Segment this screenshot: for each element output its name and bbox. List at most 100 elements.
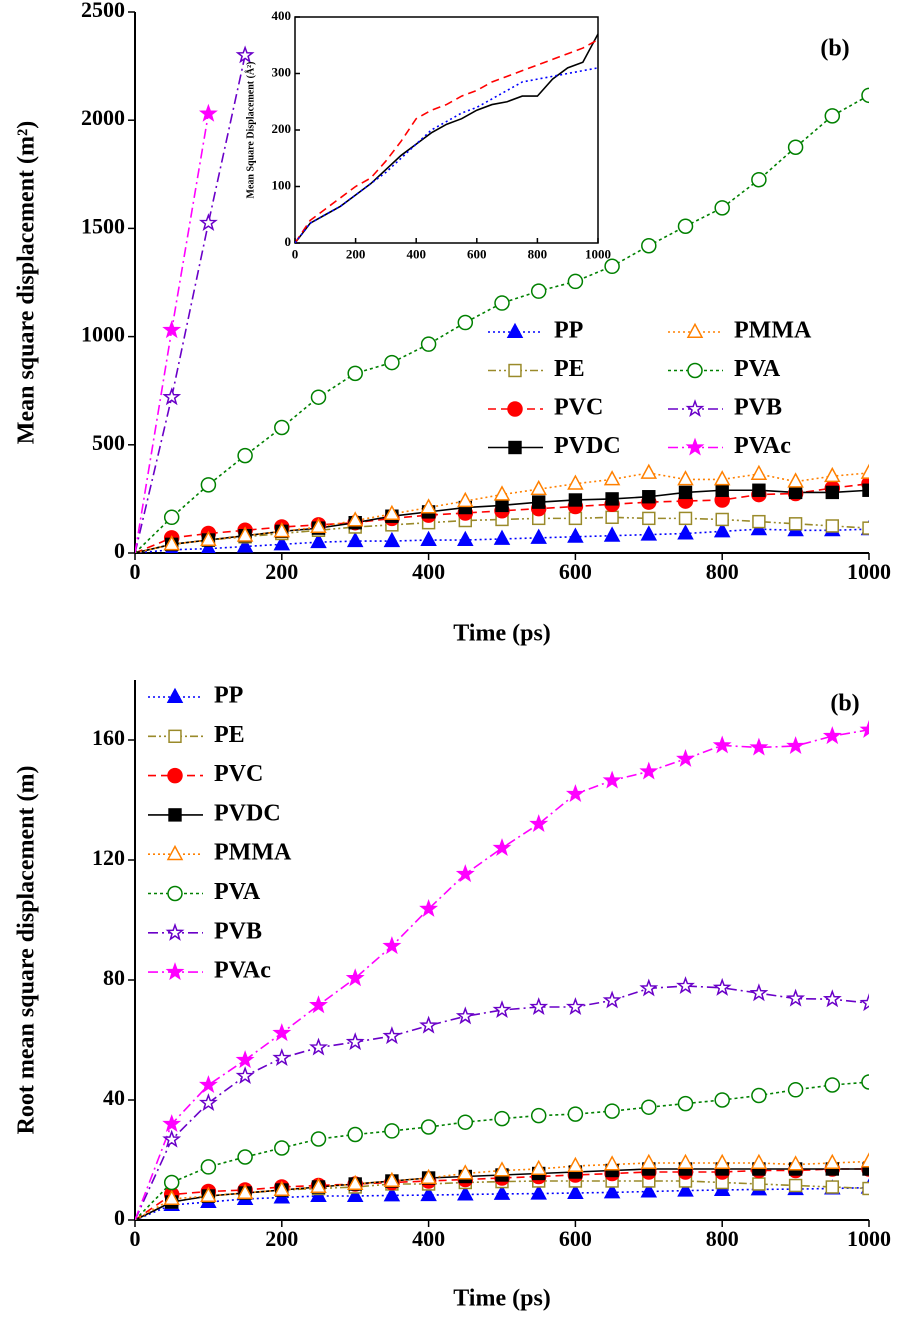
x-tick-label: 400 [412, 559, 445, 584]
marker [162, 1114, 182, 1133]
marker [168, 808, 182, 822]
marker [492, 838, 512, 857]
marker [603, 1183, 621, 1199]
series-line [295, 67, 598, 243]
marker [236, 537, 254, 553]
marker [347, 1126, 363, 1143]
legend-label: PVC [554, 395, 603, 421]
marker [457, 530, 474, 547]
marker [787, 1155, 804, 1171]
marker [494, 1110, 510, 1127]
marker [419, 898, 439, 917]
marker [602, 990, 622, 1009]
marker [604, 258, 620, 275]
legend-label: PVA [214, 879, 261, 905]
marker [530, 1107, 547, 1124]
marker [506, 322, 524, 338]
marker [168, 729, 182, 743]
marker [639, 978, 659, 997]
marker [712, 735, 732, 754]
marker [859, 993, 869, 1012]
marker [384, 1123, 400, 1139]
marker [383, 1186, 401, 1202]
marker [640, 1182, 658, 1198]
marker [786, 736, 806, 755]
marker [235, 45, 255, 64]
marker [310, 1131, 327, 1147]
marker [641, 237, 657, 254]
marker [862, 521, 869, 535]
marker [346, 1174, 364, 1190]
marker [603, 1155, 621, 1171]
marker [165, 922, 185, 941]
marker [309, 1037, 328, 1056]
marker [347, 365, 363, 382]
marker [200, 477, 217, 493]
y-tick-label: 0 [114, 1205, 125, 1230]
marker [236, 1183, 254, 1199]
x-tick-label: 400 [412, 1226, 445, 1251]
marker [568, 493, 583, 507]
marker [714, 200, 730, 216]
marker [860, 463, 869, 479]
legend-label: PMMA [214, 840, 292, 866]
x-tick-label: 200 [346, 246, 366, 261]
legend-label: PVAc [734, 433, 791, 459]
marker [492, 1000, 512, 1019]
y-tick-label: 500 [92, 430, 125, 455]
marker [825, 1180, 839, 1194]
marker [713, 522, 731, 538]
marker [273, 1180, 291, 1196]
marker [457, 1185, 474, 1201]
y-tick-label: 200 [272, 121, 292, 136]
legend-label: PVAc [214, 958, 271, 984]
marker [825, 519, 839, 533]
marker [642, 490, 656, 504]
marker [530, 1184, 547, 1200]
marker [565, 784, 585, 803]
marker [788, 1178, 803, 1193]
marker [677, 470, 694, 486]
marker [787, 139, 804, 155]
marker [678, 485, 693, 500]
marker [824, 466, 841, 483]
marker [567, 474, 584, 490]
x-tick-label: 200 [265, 559, 298, 584]
marker [383, 531, 401, 548]
marker [272, 1023, 292, 1042]
marker [163, 1189, 180, 1205]
marker [752, 514, 766, 529]
x-axis-label: Time (ps) [453, 621, 551, 647]
marker [237, 1149, 253, 1165]
marker [639, 761, 659, 780]
marker [198, 103, 218, 122]
marker [677, 1181, 694, 1197]
x-tick-label: 200 [265, 1226, 298, 1251]
y-tick-label: 2000 [81, 105, 125, 130]
marker [862, 1181, 869, 1196]
marker [236, 526, 254, 542]
marker [859, 719, 869, 738]
legend-label: PP [554, 318, 583, 344]
marker [862, 483, 869, 497]
x-tick-label: 0 [130, 559, 141, 584]
marker [163, 1174, 180, 1191]
series-line [135, 94, 869, 553]
marker [274, 419, 290, 436]
marker [749, 983, 769, 1002]
marker [162, 387, 182, 406]
marker [493, 1184, 511, 1200]
marker [346, 1186, 364, 1202]
marker [310, 389, 327, 405]
marker [493, 529, 511, 545]
marker [310, 517, 327, 534]
series-line [135, 985, 869, 1220]
marker [200, 1159, 217, 1175]
x-tick-label: 1000 [847, 559, 891, 584]
marker [788, 485, 803, 500]
marker [420, 336, 437, 352]
marker [605, 492, 619, 506]
marker [198, 1093, 218, 1112]
marker [685, 437, 705, 456]
